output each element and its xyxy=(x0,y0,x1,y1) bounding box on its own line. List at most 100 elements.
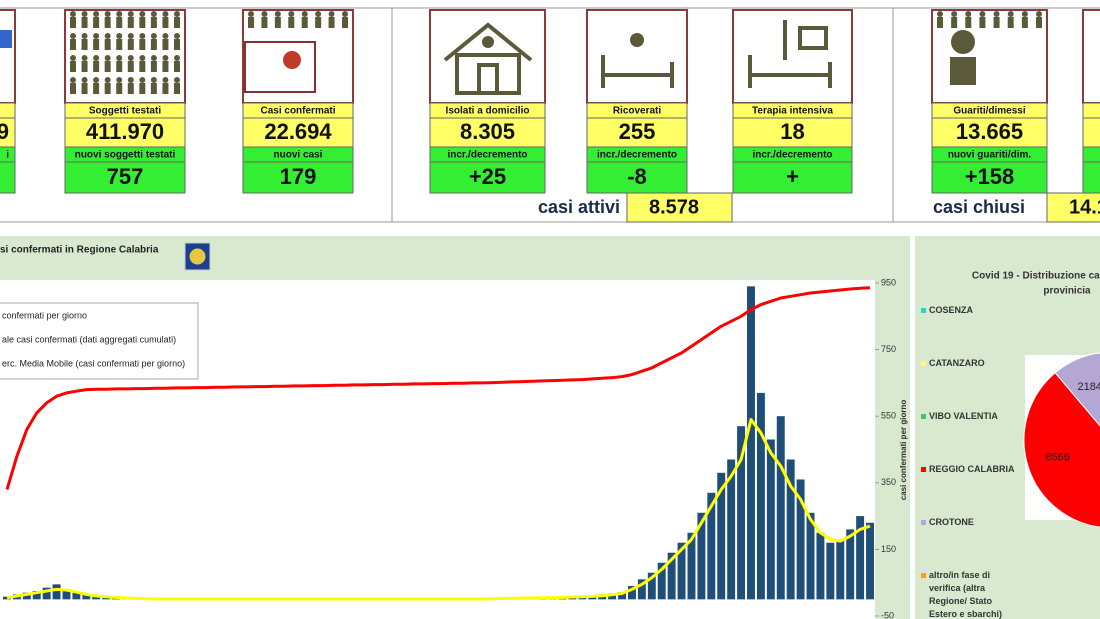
legend-label: ale casi confermati (dati aggregati cumu… xyxy=(2,334,176,344)
person-glyph xyxy=(274,11,281,17)
bar xyxy=(608,593,617,600)
bar xyxy=(717,472,726,600)
person-glyph xyxy=(81,39,88,50)
person-glyph xyxy=(288,17,295,28)
person-glyph xyxy=(127,17,134,28)
legend-swatch xyxy=(921,308,926,313)
person-glyph xyxy=(81,33,88,39)
bar xyxy=(776,416,785,600)
person-glyph xyxy=(162,61,169,72)
person-glyph xyxy=(1036,11,1042,17)
person-glyph xyxy=(127,61,134,72)
card-sub-value: +25 xyxy=(469,164,506,189)
bar xyxy=(806,512,815,600)
legend-label: erc. Media Mobile (casi confermati per g… xyxy=(2,358,185,368)
person-glyph xyxy=(150,77,157,83)
person-glyph xyxy=(116,77,123,83)
person-glyph xyxy=(937,17,943,28)
person-glyph xyxy=(139,11,146,17)
y2-axis-title: casi confermati per giorno xyxy=(899,400,908,501)
sub-value-cell xyxy=(64,161,186,194)
person-glyph xyxy=(127,55,134,61)
bar xyxy=(707,492,716,600)
pie-title: Covid 19 - Distribuzione casi xyxy=(972,271,1100,282)
card-value: 255 xyxy=(619,119,656,144)
sub-value-cell xyxy=(429,161,546,194)
bar xyxy=(796,479,805,600)
sub-value-cell xyxy=(732,161,853,194)
person-glyph xyxy=(93,17,100,28)
person-glyph xyxy=(127,33,134,39)
person-glyph xyxy=(139,17,146,28)
person-glyph xyxy=(162,77,169,83)
bar xyxy=(677,542,686,600)
person-glyph xyxy=(93,33,100,39)
person-glyph xyxy=(93,11,100,17)
person-glyph xyxy=(139,83,146,94)
person-glyph xyxy=(116,39,123,50)
person-glyph xyxy=(248,11,254,17)
person-glyph xyxy=(104,77,111,83)
person-icon xyxy=(951,30,975,54)
person-glyph xyxy=(104,55,111,61)
person-glyph xyxy=(70,55,76,61)
virus-icon xyxy=(283,51,301,69)
person-glyph xyxy=(116,33,123,39)
sub-value-cell xyxy=(242,161,354,194)
person-glyph xyxy=(127,77,134,83)
pie-value-label: 8566 xyxy=(1045,452,1069,464)
legend-box xyxy=(0,302,199,380)
person-glyph xyxy=(951,11,958,17)
person-glyph xyxy=(116,11,123,17)
summary-cell xyxy=(1046,192,1100,223)
person-glyph xyxy=(301,17,308,28)
card-label: Terapia intensiva xyxy=(752,106,833,117)
bar xyxy=(92,596,101,600)
bar xyxy=(647,572,656,600)
line-series xyxy=(5,286,871,490)
summary-label: casi chiusi xyxy=(933,197,1025,217)
person-glyph xyxy=(139,33,146,39)
person-glyph xyxy=(150,83,157,94)
person-glyph xyxy=(261,11,268,17)
person-glyph xyxy=(162,83,169,94)
legend-swatch xyxy=(921,520,926,525)
legend-swatch xyxy=(921,414,926,419)
card-sub-label: incr./decremento xyxy=(447,150,527,161)
person-glyph xyxy=(342,11,348,17)
value-cell xyxy=(429,117,546,148)
person-glyph xyxy=(93,39,100,50)
legend-label: confermati per giorno xyxy=(2,310,87,320)
nurse-icon xyxy=(630,33,644,47)
value-cell xyxy=(64,117,186,148)
summary-value: 8.578 xyxy=(649,196,699,218)
bar xyxy=(747,286,755,600)
person-glyph xyxy=(979,17,986,28)
pie-title: provinicia xyxy=(1043,286,1091,297)
person-glyph xyxy=(174,55,180,61)
legend-item: CATANZARO xyxy=(929,358,985,368)
bar xyxy=(836,539,845,600)
person-glyph xyxy=(174,11,180,17)
person-glyph xyxy=(70,33,76,39)
person-glyph xyxy=(139,77,146,83)
person-glyph xyxy=(965,11,972,17)
y2-tick-label: 750 xyxy=(881,344,896,354)
emblem-seal xyxy=(189,248,206,265)
person-glyph xyxy=(288,11,295,17)
person-glyph xyxy=(979,11,986,17)
pie-slice xyxy=(1023,372,1100,528)
bar xyxy=(657,562,666,600)
chart-title: si confermati in Regione Calabria xyxy=(0,245,159,256)
person-glyph xyxy=(162,11,169,17)
legend-item: altro/in fase di verifica (altra Regione… xyxy=(929,570,1002,619)
person-glyph xyxy=(1021,11,1028,17)
person-glyph xyxy=(104,17,111,28)
person-glyph xyxy=(81,17,88,28)
bar xyxy=(2,596,11,600)
bar xyxy=(766,439,775,600)
person-glyph xyxy=(150,11,157,17)
card-sub-value: + xyxy=(786,164,799,189)
